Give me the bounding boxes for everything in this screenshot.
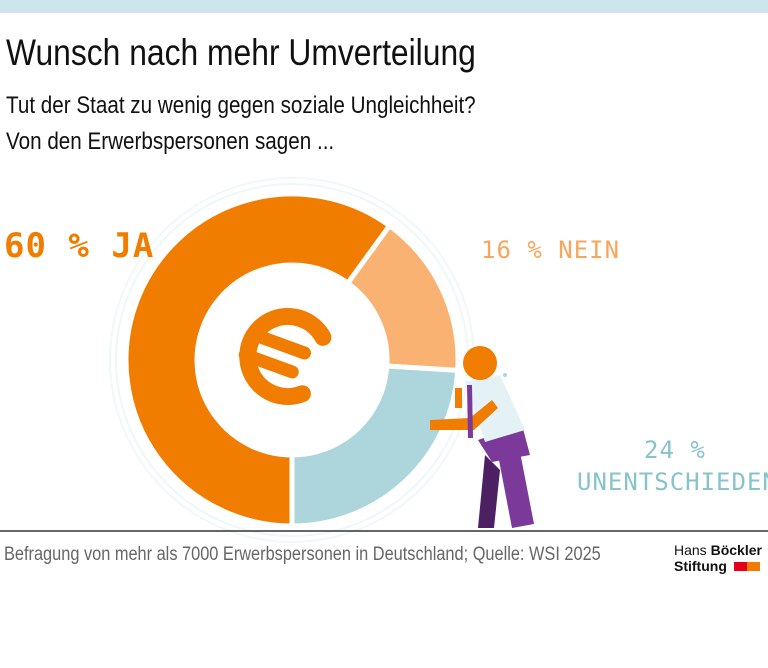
label-nein: 16 % NEIN <box>481 236 621 264</box>
hans-boeckler-logo: Hans Böckler Stiftung <box>674 542 762 574</box>
subtitle-question: Tut der Staat zu wenig gegen soziale Ung… <box>6 92 476 119</box>
page-title: Wunsch nach mehr Umverteilung <box>6 32 476 73</box>
subtitle-intro: Von den Erwerbspersonen sagen ... <box>6 128 335 155</box>
label-unentschieden-value: 24 % <box>644 436 706 464</box>
slice-ja <box>123 191 394 529</box>
label-unentschieden: UNENTSCHIEDEN <box>577 468 768 496</box>
euro-icon <box>238 307 332 405</box>
person-illustration <box>430 346 534 528</box>
label-ja: 60 % JA <box>4 226 155 266</box>
source-note: Befragung von mehr als 7000 Erwerbsperso… <box>4 544 601 565</box>
slice-unentschieden <box>289 363 461 529</box>
top-band <box>0 0 768 13</box>
